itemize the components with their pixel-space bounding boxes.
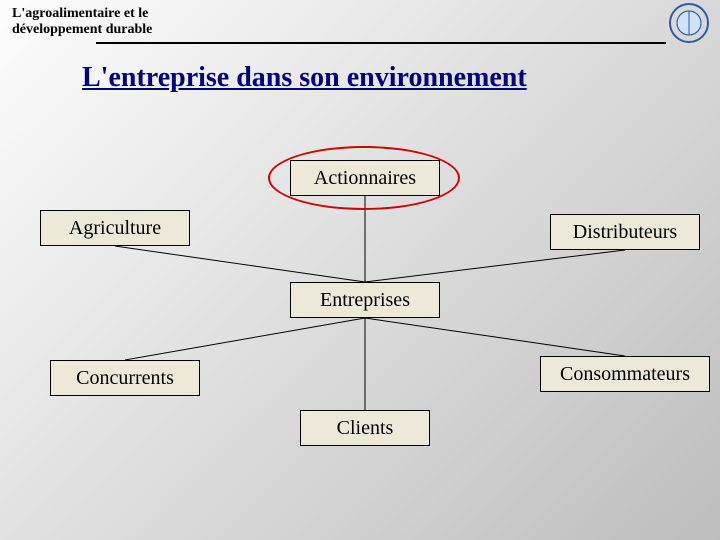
logo-icon xyxy=(668,2,710,44)
node-label: Clients xyxy=(337,417,394,440)
page-title: L'entreprise dans son environnement xyxy=(82,62,527,94)
node-label: Distributeurs xyxy=(573,221,677,244)
node-distributeurs: Distributeurs xyxy=(550,214,700,250)
header-rule xyxy=(96,42,666,44)
node-concurrents: Concurrents xyxy=(50,360,200,396)
slide: L'agroalimentaire et ledéveloppement dur… xyxy=(0,0,720,540)
node-clients: Clients xyxy=(300,410,430,446)
node-label: Concurrents xyxy=(76,367,174,390)
node-label: Consommateurs xyxy=(560,363,690,386)
node-agriculture: Agriculture xyxy=(40,210,190,246)
node-consommateurs: Consommateurs xyxy=(540,356,710,392)
node-entreprises: Entreprises xyxy=(290,282,440,318)
node-label: Entreprises xyxy=(320,289,410,312)
highlight-ellipse xyxy=(268,146,460,210)
header-label: L'agroalimentaire et ledéveloppement dur… xyxy=(12,6,152,38)
node-label: Agriculture xyxy=(69,217,161,240)
